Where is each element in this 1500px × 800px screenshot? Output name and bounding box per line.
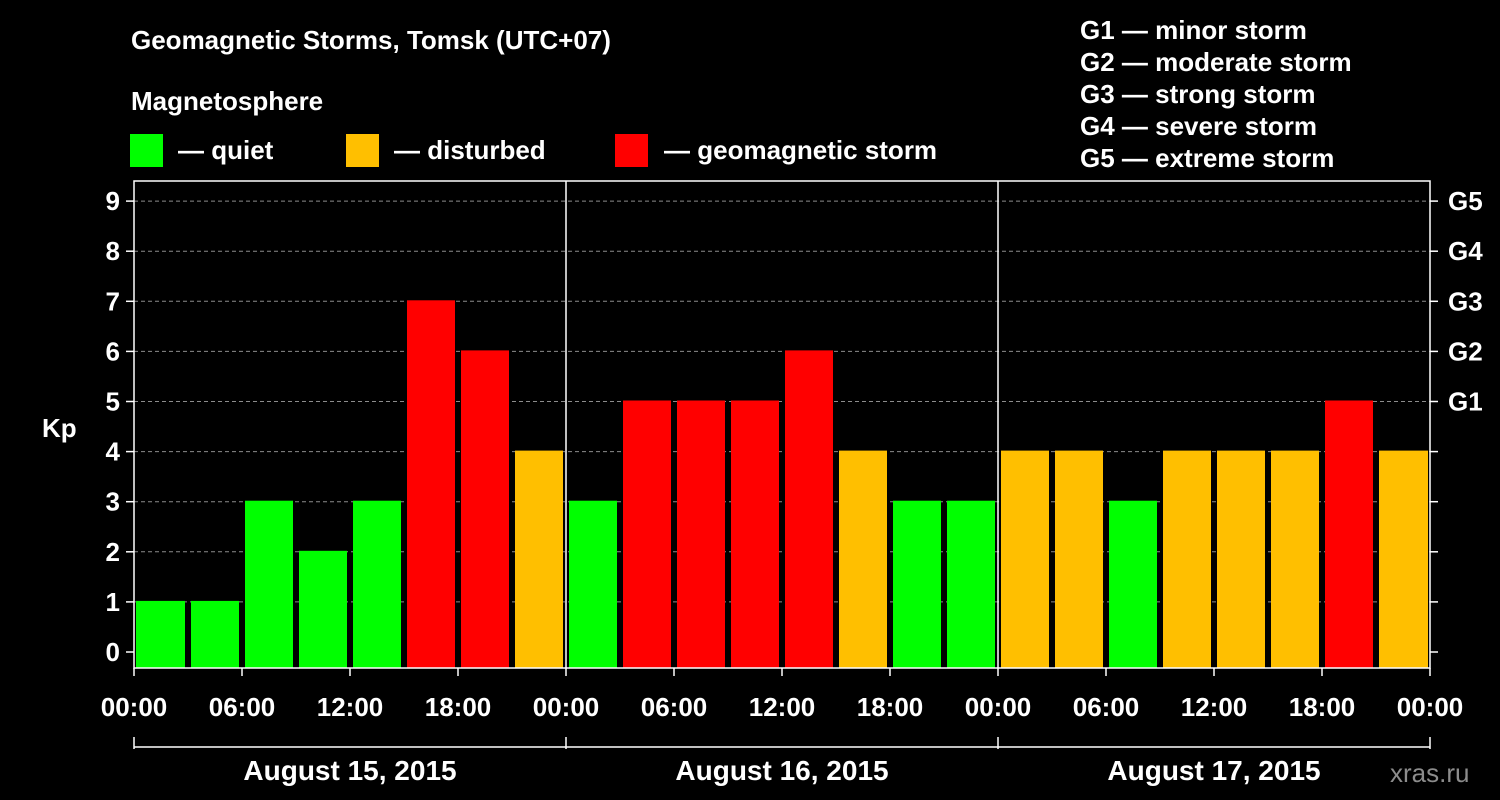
x-tick-label: 18:00 — [857, 692, 924, 722]
kp-bar — [1379, 450, 1428, 668]
kp-bar — [623, 400, 671, 668]
x-tick-label: 06:00 — [1073, 692, 1140, 722]
g-scale-label: G4 — [1448, 236, 1483, 266]
chart-title: Geomagnetic Storms, Tomsk (UTC+07) — [131, 25, 611, 55]
g-scale-label: G2 — [1448, 336, 1483, 366]
axis-labels: 0 1 2 3 4 5 6 7 8 9 G1 G2 G3 G4 G5 Kp 00:00 06:00 12:00 18:… — [42, 186, 1483, 786]
kp-bar — [353, 500, 401, 668]
scale-legend-g2: G2 — moderate storm — [1080, 47, 1352, 77]
kp-bar — [1163, 450, 1211, 668]
y-tick-label: 8 — [106, 236, 120, 266]
kp-bar — [1055, 450, 1103, 668]
g-scale-label: G3 — [1448, 286, 1483, 316]
legend-swatch-disturbed — [346, 134, 379, 167]
scale-legend-g5: G5 — extreme storm — [1080, 143, 1335, 173]
x-tick-label: 00:00 — [965, 692, 1032, 722]
kp-bar — [407, 300, 455, 668]
y-tick-label: 6 — [106, 336, 120, 366]
scale-legend-g4: G4 — severe storm — [1080, 111, 1318, 141]
g-scale-label: G5 — [1448, 186, 1483, 216]
kp-bar — [1001, 450, 1049, 668]
kp-bar — [245, 500, 293, 668]
x-tick-label: 18:00 — [1289, 692, 1356, 722]
kp-bar — [947, 500, 995, 668]
legend-swatch-quiet — [130, 134, 163, 167]
scale-legend-g3: G3 — strong storm — [1080, 79, 1316, 109]
kp-bar — [136, 600, 185, 668]
y-tick-label: 3 — [106, 487, 120, 517]
kp-bar — [569, 500, 617, 668]
y-axis-title: Kp — [42, 413, 77, 443]
kp-bar — [1217, 450, 1265, 668]
y-tick-label: 7 — [106, 286, 120, 316]
kp-bar — [191, 600, 239, 668]
x-tick-label: 06:00 — [641, 692, 708, 722]
legend-label-disturbed: — disturbed — [394, 135, 546, 165]
kp-bar — [461, 350, 509, 668]
chart-frame — [126, 180, 1438, 749]
day-label: August 15, 2015 — [243, 755, 456, 786]
grid-lines — [134, 200, 1430, 603]
x-tick-label: 12:00 — [1181, 692, 1248, 722]
y-tick-label: 2 — [106, 537, 120, 567]
kp-bar — [515, 450, 563, 668]
kp-bar — [731, 400, 779, 668]
y-tick-label: 0 — [106, 637, 120, 667]
x-tick-label: 18:00 — [425, 692, 492, 722]
day-label: August 17, 2015 — [1107, 755, 1320, 786]
day-label: August 16, 2015 — [675, 755, 888, 786]
kp-bar — [1325, 400, 1373, 668]
watermark: xras.ru — [1390, 758, 1470, 788]
kp-bar — [893, 500, 941, 668]
kp-bar — [677, 400, 725, 668]
legend-label-storm: — geomagnetic storm — [664, 135, 938, 165]
kp-bar — [785, 350, 833, 668]
x-tick-label: 00:00 — [101, 692, 168, 722]
legend-label-quiet: — quiet — [178, 135, 274, 165]
y-tick-label: 1 — [106, 587, 120, 617]
y-tick-label: 9 — [106, 186, 120, 216]
y-tick-label: 5 — [106, 387, 120, 417]
x-tick-label: 00:00 — [533, 692, 600, 722]
x-tick-label: 00:00 — [1397, 692, 1464, 722]
g-scale-label: G1 — [1448, 387, 1483, 417]
y-tick-label: 4 — [106, 437, 121, 467]
scale-legend-g1: G1 — minor storm — [1080, 15, 1307, 45]
kp-bars — [136, 300, 1428, 668]
x-tick-label: 06:00 — [209, 692, 276, 722]
x-tick-label: 12:00 — [317, 692, 384, 722]
x-tick-label: 12:00 — [749, 692, 816, 722]
kp-bar — [839, 450, 887, 668]
kp-bar — [1109, 500, 1157, 668]
kp-bar — [1271, 450, 1319, 668]
legend-swatch-storm — [615, 134, 648, 167]
kp-bar — [299, 550, 347, 668]
chart-subtitle: Magnetosphere — [131, 86, 324, 116]
